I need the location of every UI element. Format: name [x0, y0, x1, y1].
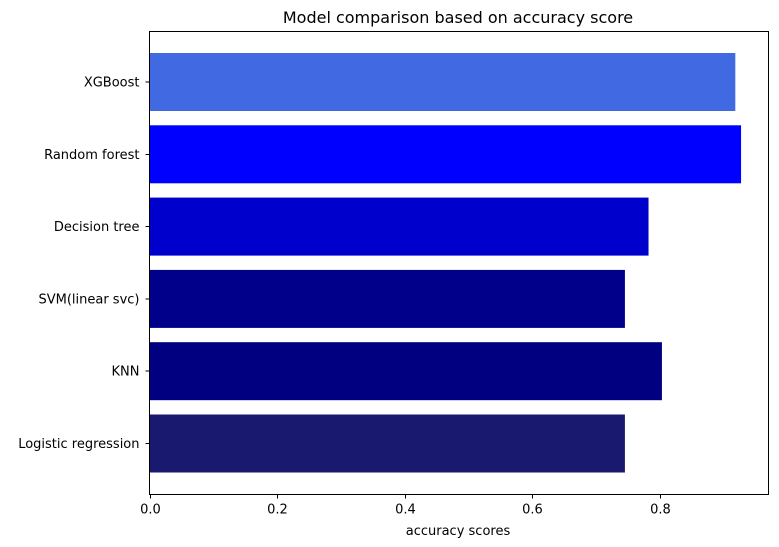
- y-tick-labels: Logistic regression KNN SVM(linear svc) Dec…: [18, 76, 150, 452]
- x-tick-label: 0.4: [395, 503, 416, 518]
- x-ticks-group: 0.0 0.2 0.4 0.6 0.8: [140, 494, 671, 518]
- y-tick-label: SVM(linear svc): [38, 292, 139, 307]
- bar-svm-linear-svc: [149, 269, 625, 328]
- x-tick-label: 0.6: [522, 503, 543, 518]
- x-tick-label: 0.0: [140, 503, 161, 518]
- x-axis-label: accuracy scores: [406, 524, 511, 539]
- bar-xgboost: [149, 53, 736, 111]
- x-tick-label: 0.2: [267, 503, 288, 518]
- y-tick-label: KNN: [112, 365, 140, 380]
- y-tick-label: Decision tree: [54, 220, 140, 235]
- y-tick-label: Random forest: [44, 148, 139, 163]
- bar-knn: [149, 342, 662, 401]
- plot-frame: [149, 31, 769, 495]
- bar-random-forest: [149, 125, 742, 184]
- bars-group: [149, 53, 742, 473]
- bar-decision-tree: [149, 197, 649, 256]
- y-tick-label: XGBoost: [84, 76, 140, 91]
- x-tick-label: 0.8: [650, 503, 671, 518]
- chart-title: Model comparison based on accuracy score: [283, 8, 633, 27]
- bar-logistic-regression: [149, 414, 625, 473]
- y-tick-label: Logistic regression: [18, 437, 139, 452]
